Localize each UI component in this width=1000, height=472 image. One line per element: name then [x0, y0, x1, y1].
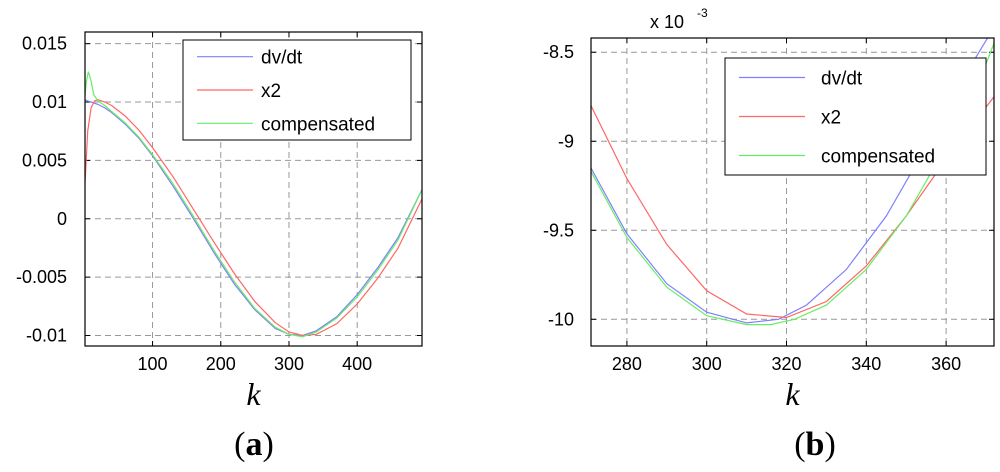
x-tick-label: 200: [206, 354, 236, 374]
x-axis-label: k: [785, 376, 800, 412]
x-tick-label: 320: [771, 354, 801, 374]
x-tick-label: 400: [342, 354, 372, 374]
y-tick-label: -10: [548, 309, 574, 329]
y-tick-label: -0.005: [16, 267, 67, 287]
x-tick-label: 300: [692, 354, 722, 374]
y-tick-label: 0: [57, 209, 67, 229]
y-tick-label: 0.015: [22, 34, 67, 54]
x-tick-label: 280: [612, 354, 642, 374]
panel-b-chart: 280 300 320 340 360 -10 -9.5 -9 -8.5 dv/dt x2 compe…: [543, 6, 995, 463]
axes-frame: [590, 37, 995, 347]
x-tick-label: 360: [931, 354, 961, 374]
x-tick-label: 100: [138, 354, 168, 374]
legend-entry-label: compensated: [821, 147, 935, 168]
y-scale-exponent: -3: [697, 6, 708, 20]
y-tick-label: -9.5: [543, 220, 574, 240]
legend-entry-label: compensated: [261, 114, 375, 135]
series-line-x2: [591, 96, 994, 319]
legend-entry-label: dv/dt: [261, 48, 303, 69]
legend-entry-label: x2: [261, 81, 281, 102]
y-tick-label: -9: [558, 131, 574, 151]
panel-caption: (b): [794, 426, 836, 463]
series-line-compensated: [85, 71, 422, 338]
x-tick-label: 300: [274, 354, 304, 374]
series-line-dvdt: [85, 99, 422, 337]
y-tick-label: -8.5: [543, 42, 574, 62]
x-tick-label: 340: [851, 354, 881, 374]
legend-entry-label: dv/dt: [821, 69, 863, 90]
axes-frame: [84, 31, 423, 347]
y-tick-label: -0.01: [26, 325, 67, 345]
panel-a-chart: 100 200 300 400 -0.01 -0.005 0 0.005 0.01 0.015 dv…: [16, 31, 423, 463]
y-tick-label: 0.01: [32, 92, 67, 112]
x-axis-label: k: [246, 376, 261, 412]
y-scale-factor: x 10: [650, 12, 684, 32]
y-tick-label: 0.005: [22, 150, 67, 170]
panel-caption: (a): [234, 426, 274, 463]
legend-entry-label: x2: [821, 108, 841, 129]
